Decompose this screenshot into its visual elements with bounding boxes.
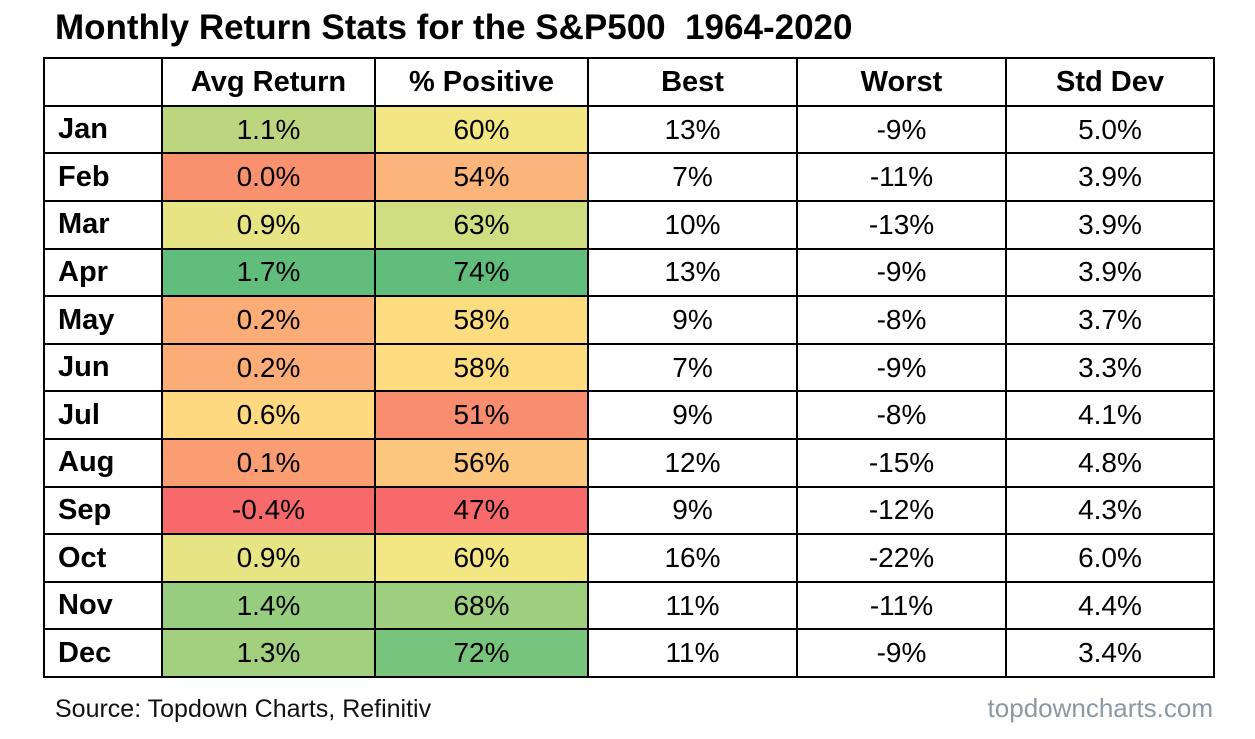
avg-return-cell: 1.4%	[161, 580, 376, 631]
month-label: Jun	[43, 342, 163, 393]
pct-positive-cell: 54%	[374, 152, 589, 203]
std-dev-cell: 3.4%	[1005, 628, 1215, 679]
std-dev-cell: 3.3%	[1005, 342, 1215, 393]
avg-return-cell: 1.1%	[161, 104, 376, 155]
std-dev-cell: 3.9%	[1005, 200, 1215, 250]
worst-cell: -9%	[796, 628, 1007, 679]
website-watermark: topdowncharts.com	[987, 693, 1213, 724]
table-header: Avg Return % Positive Best Worst Std Dev	[43, 57, 1215, 107]
pct-positive-cell: 74%	[374, 247, 589, 298]
avg-return-cell: 0.2%	[161, 295, 376, 345]
header-pct-positive: % Positive	[374, 57, 589, 107]
worst-cell: -8%	[796, 390, 1007, 441]
avg-return-cell: 1.7%	[161, 247, 376, 298]
std-dev-cell: 3.9%	[1005, 152, 1215, 203]
best-cell: 9%	[587, 295, 798, 345]
std-dev-cell: 6.0%	[1005, 533, 1215, 583]
std-dev-cell: 4.4%	[1005, 580, 1215, 631]
pct-positive-cell: 56%	[374, 438, 589, 488]
std-dev-cell: 4.8%	[1005, 438, 1215, 488]
pct-positive-cell: 63%	[374, 200, 589, 250]
month-label: Sep	[43, 485, 163, 536]
pct-positive-cell: 51%	[374, 390, 589, 441]
std-dev-cell: 4.3%	[1005, 485, 1215, 536]
std-dev-cell: 4.1%	[1005, 390, 1215, 441]
std-dev-cell: 3.9%	[1005, 247, 1215, 298]
pct-positive-cell: 60%	[374, 533, 589, 583]
best-cell: 13%	[587, 104, 798, 155]
avg-return-cell: 0.0%	[161, 152, 376, 203]
worst-cell: -13%	[796, 200, 1007, 250]
header-row: Avg Return % Positive Best Worst Std Dev	[43, 57, 1215, 107]
chart-title: Monthly Return Stats for the S&P500 1964…	[55, 8, 853, 47]
source-attribution: Source: Topdown Charts, Refinitiv	[55, 695, 432, 724]
worst-cell: -22%	[796, 533, 1007, 583]
pct-positive-cell: 47%	[374, 485, 589, 536]
table-body: Jan 1.1% 60% 13% -9% 5.0% Feb 0.0% 54% 7% -11% 3.9%…	[43, 104, 1215, 679]
pct-positive-cell: 68%	[374, 580, 589, 631]
table-row: Sep -0.4% 47% 9% -12% 4.3%	[43, 485, 1215, 536]
month-label: Aug	[43, 438, 163, 488]
worst-cell: -11%	[796, 580, 1007, 631]
std-dev-cell: 3.7%	[1005, 295, 1215, 345]
month-label: Jul	[43, 390, 163, 441]
best-cell: 7%	[587, 342, 798, 393]
pct-positive-cell: 58%	[374, 342, 589, 393]
footer: Source: Topdown Charts, Refinitiv topdow…	[43, 693, 1213, 724]
month-label: Oct	[43, 533, 163, 583]
pct-positive-cell: 58%	[374, 295, 589, 345]
month-label: Jan	[43, 104, 163, 155]
worst-cell: -8%	[796, 295, 1007, 345]
table-row: Apr 1.7% 74% 13% -9% 3.9%	[43, 247, 1215, 298]
month-label: Nov	[43, 580, 163, 631]
table-row: Nov 1.4% 68% 11% -11% 4.4%	[43, 580, 1215, 631]
avg-return-cell: 0.9%	[161, 533, 376, 583]
best-cell: 10%	[587, 200, 798, 250]
best-cell: 11%	[587, 580, 798, 631]
pct-positive-cell: 60%	[374, 104, 589, 155]
best-cell: 9%	[587, 485, 798, 536]
monthly-stats-table: Avg Return % Positive Best Worst Std Dev…	[43, 57, 1215, 679]
best-cell: 11%	[587, 628, 798, 679]
std-dev-cell: 5.0%	[1005, 104, 1215, 155]
avg-return-cell: 0.1%	[161, 438, 376, 488]
table-row: Aug 0.1% 56% 12% -15% 4.8%	[43, 438, 1215, 488]
header-avg-return: Avg Return	[161, 57, 376, 107]
best-cell: 13%	[587, 247, 798, 298]
avg-return-cell: -0.4%	[161, 485, 376, 536]
table-row: May 0.2% 58% 9% -8% 3.7%	[43, 295, 1215, 345]
best-cell: 9%	[587, 390, 798, 441]
month-label: Dec	[43, 628, 163, 679]
header-worst: Worst	[796, 57, 1007, 107]
best-cell: 16%	[587, 533, 798, 583]
avg-return-cell: 0.9%	[161, 200, 376, 250]
table-row: Jan 1.1% 60% 13% -9% 5.0%	[43, 104, 1215, 155]
table-row: Feb 0.0% 54% 7% -11% 3.9%	[43, 152, 1215, 203]
month-label: May	[43, 295, 163, 345]
table-row: Dec 1.3% 72% 11% -9% 3.4%	[43, 628, 1215, 679]
best-cell: 7%	[587, 152, 798, 203]
table-row: Oct 0.9% 60% 16% -22% 6.0%	[43, 533, 1215, 583]
worst-cell: -15%	[796, 438, 1007, 488]
table-row: Mar 0.9% 63% 10% -13% 3.9%	[43, 200, 1215, 250]
header-std-dev: Std Dev	[1005, 57, 1215, 107]
avg-return-cell: 1.3%	[161, 628, 376, 679]
table-row: Jun 0.2% 58% 7% -9% 3.3%	[43, 342, 1215, 393]
worst-cell: -9%	[796, 247, 1007, 298]
pct-positive-cell: 72%	[374, 628, 589, 679]
avg-return-cell: 0.6%	[161, 390, 376, 441]
header-empty-cell	[43, 57, 163, 107]
worst-cell: -9%	[796, 342, 1007, 393]
header-best: Best	[587, 57, 798, 107]
avg-return-cell: 0.2%	[161, 342, 376, 393]
table-row: Jul 0.6% 51% 9% -8% 4.1%	[43, 390, 1215, 441]
best-cell: 12%	[587, 438, 798, 488]
worst-cell: -9%	[796, 104, 1007, 155]
month-label: Feb	[43, 152, 163, 203]
month-label: Mar	[43, 200, 163, 250]
worst-cell: -11%	[796, 152, 1007, 203]
month-label: Apr	[43, 247, 163, 298]
worst-cell: -12%	[796, 485, 1007, 536]
